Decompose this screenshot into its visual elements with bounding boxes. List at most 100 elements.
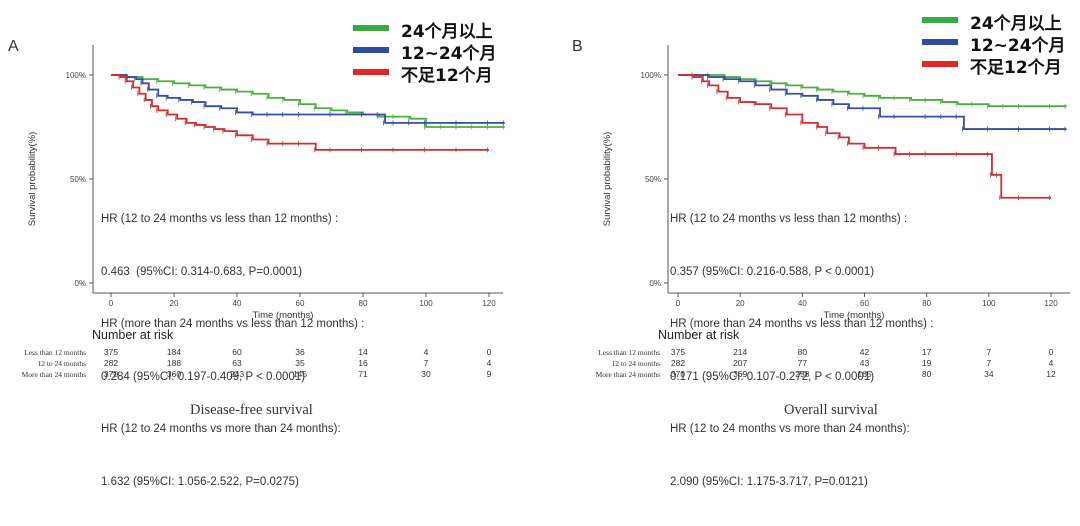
series-line-12~24个月: [678, 74, 1067, 130]
hr-line: HR (more than 24 months vs less than 12 …: [101, 318, 365, 330]
number-at-risk-cell: 184: [166, 347, 182, 357]
number-at-risk-cell: 145: [292, 369, 308, 379]
number-at-risk-row-label: More than 24 months: [21, 370, 86, 379]
x-tick-label: 80: [922, 299, 931, 308]
legend-swatch: [353, 47, 389, 53]
number-at-risk-cell: 0: [486, 347, 492, 357]
number-at-risk-cell: 214: [733, 347, 748, 357]
legend-label: 24个月以上: [401, 22, 493, 42]
legend-swatch: [922, 39, 958, 45]
y-tick-label: 100%: [66, 71, 86, 80]
number-at-risk-cell: 36: [295, 347, 305, 357]
number-at-risk-cell: 165: [857, 369, 872, 379]
number-at-risk-cell: 375: [670, 347, 686, 357]
number-at-risk-row-label: More than 24 months: [595, 370, 660, 379]
legend-swatch: [353, 25, 389, 31]
hr-line: HR (12 to 24 months vs less than 12 mont…: [101, 213, 339, 225]
number-at-risk-cell: 258: [795, 369, 810, 379]
number-at-risk-cell: 80: [797, 347, 808, 357]
number-at-risk-title: Number at risk: [658, 328, 740, 342]
x-tick-label: 20: [736, 299, 745, 308]
number-at-risk-cell: 370: [103, 369, 119, 379]
x-tick-label: 60: [860, 299, 869, 308]
number-at-risk-cell: 282: [670, 358, 686, 368]
hr-line: 1.632 (95%CI: 1.056-2.522, P=0.0275): [101, 475, 299, 488]
x-tick-label: 100: [982, 299, 996, 308]
number-at-risk-cell: 60: [232, 347, 242, 357]
number-at-risk-cell: 16: [358, 358, 368, 368]
x-tick-label: 0: [676, 299, 681, 308]
hr-line: HR (more than 24 months vs less than 12 …: [670, 318, 934, 330]
number-at-risk-cell: 4: [1048, 358, 1054, 368]
y-axis-label: Survival probability(%): [27, 132, 38, 227]
number-at-risk-cell: 282: [103, 358, 119, 368]
series-line-不足12个月: [678, 74, 1051, 199]
number-at-risk-cell: 42: [859, 347, 870, 357]
number-at-risk-cell: 7: [986, 358, 992, 368]
number-at-risk-cell: 77: [797, 358, 808, 368]
number-at-risk-cell: 360: [166, 369, 182, 379]
number-at-risk-cell: 243: [229, 369, 245, 379]
number-at-risk-title: Number at risk: [92, 328, 174, 342]
chart-caption: Disease-free survival: [190, 402, 313, 418]
y-tick-label: 50%: [645, 175, 661, 184]
number-at-risk-cell: 207: [733, 358, 748, 368]
x-tick-label: 120: [1044, 299, 1058, 308]
hr-line: 2.090 (95%CI: 1.175-3.717, P=0.0121): [670, 475, 868, 488]
x-tick-label: 40: [798, 299, 807, 308]
number-at-risk-cell: 0: [1048, 347, 1054, 357]
legend-label: 不足12个月: [970, 58, 1062, 78]
x-axis-label: Time (months): [253, 310, 314, 321]
number-at-risk-cell: 34: [984, 369, 994, 379]
x-tick-label: 80: [359, 299, 368, 308]
series-line-不足12个月: [111, 74, 489, 151]
panel-letter: B: [572, 38, 583, 55]
number-at-risk-row-label: 12 to 24 months: [37, 359, 86, 368]
hr-line: 0.463 (95%CI: 0.314-0.683, P=0.0001): [101, 265, 303, 278]
legend-label: 12~24个月: [970, 36, 1066, 56]
number-at-risk-cell: 35: [295, 358, 305, 368]
panel-letter: A: [8, 38, 19, 55]
number-at-risk-cell: 188: [166, 358, 182, 368]
number-at-risk-row-label: Less than 12 months: [24, 348, 86, 357]
km-plot-a: 0% 50% 100% 0 20 40 60 80 100 120 Time (months) Sur…: [27, 45, 505, 321]
legend-label: 24个月以上: [970, 14, 1062, 34]
x-tick-label: 0: [109, 299, 114, 308]
number-at-risk-cell: 369: [733, 369, 748, 379]
number-at-risk-cell: 43: [859, 358, 870, 368]
y-tick-label: 0%: [649, 279, 661, 288]
number-at-risk-cell: 71: [358, 369, 368, 379]
legend-swatch: [922, 17, 958, 23]
y-axis-label: Survival probability(%): [602, 132, 613, 227]
y-tick-label: 50%: [70, 175, 86, 184]
x-tick-label: 120: [482, 299, 496, 308]
number-at-risk-cell: 14: [358, 347, 368, 357]
x-tick-label: 100: [419, 299, 433, 308]
number-at-risk-cell: 375: [103, 347, 119, 357]
legend-swatch: [353, 69, 389, 75]
number-at-risk-cell: 7: [986, 347, 992, 357]
x-tick-label: 60: [296, 299, 305, 308]
x-tick-label: 40: [233, 299, 242, 308]
number-at-risk-cell: 17: [921, 347, 932, 357]
number-at-risk-cell: 370: [670, 369, 686, 379]
number-at-risk-cell: 4: [486, 358, 492, 368]
legend-label: 不足12个月: [401, 66, 493, 86]
number-at-risk-cell: 12: [1046, 369, 1056, 379]
hr-line: 0.357 (95%CI: 0.216-0.588, P < 0.0001): [670, 265, 875, 278]
number-at-risk-cell: 19: [921, 358, 932, 368]
legend-label: 12~24个月: [401, 44, 497, 64]
x-axis-label: Time (months): [824, 310, 885, 321]
y-tick-label: 100%: [641, 71, 661, 80]
x-tick-label: 20: [170, 299, 179, 308]
series-line-24个月以上: [678, 74, 1067, 108]
number-at-risk-cell: 30: [421, 369, 431, 379]
series-line-24个月以上: [111, 74, 505, 128]
number-at-risk-cell: 63: [232, 358, 242, 368]
hr-line: HR (12 to 24 months vs less than 12 mont…: [670, 213, 908, 225]
legend-swatch: [922, 61, 958, 67]
chart-caption: Overall survival: [784, 402, 878, 418]
hr-line: 0.171 (95%CI: 0.107-0.272, P < 0.0001): [670, 370, 875, 383]
number-at-risk-cell: 7: [423, 358, 429, 368]
series-line-12~24个月: [111, 74, 505, 124]
